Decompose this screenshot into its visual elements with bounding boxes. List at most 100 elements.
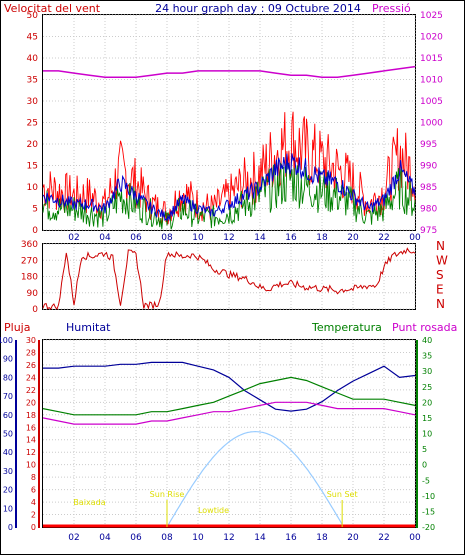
rain-y-tick: 18 bbox=[26, 411, 36, 420]
x-tick-label: 08 bbox=[161, 533, 173, 543]
wind-y-tick: 35 bbox=[27, 76, 38, 86]
rain-y-tick: 22 bbox=[26, 386, 36, 395]
x-tick-label: 10 bbox=[192, 533, 204, 543]
temperature-y-tick: -20 bbox=[422, 523, 435, 532]
rain-y-tick: 10 bbox=[26, 461, 36, 470]
temperature-y-tick: -5 bbox=[422, 476, 430, 485]
wind-y-tick: 30 bbox=[27, 97, 39, 107]
wind-y-tick: 15 bbox=[27, 162, 38, 172]
compass-label: N bbox=[436, 297, 445, 311]
pressure-y-tick: 1015 bbox=[420, 54, 443, 64]
wind-series-gust bbox=[42, 111, 416, 225]
wind-y-tick: 20 bbox=[27, 140, 39, 150]
humidity-y-tick: 0 bbox=[8, 523, 13, 532]
temperature-label: Temperatura bbox=[311, 321, 382, 334]
temperature-y-tick: 15 bbox=[422, 414, 432, 423]
annotations: Baixada Sun Rise Lowtide Sun Set bbox=[73, 490, 358, 527]
data-series bbox=[42, 65, 416, 528]
humidity-y-tick: 80 bbox=[3, 373, 13, 382]
pressure-y-tick: 1005 bbox=[420, 97, 443, 107]
rain-y-tick: 8 bbox=[31, 473, 36, 482]
x-tick-label: 02 bbox=[68, 533, 79, 543]
compass-label: E bbox=[436, 283, 444, 297]
rain-y-tick: 0 bbox=[31, 523, 36, 532]
x-tick-label: 14 bbox=[254, 233, 266, 243]
x-tick-label: 20 bbox=[347, 233, 359, 243]
pressure-y-tick: 1025 bbox=[420, 11, 443, 21]
temperature-y-tick: -15 bbox=[422, 507, 435, 516]
x-tick-label: 18 bbox=[316, 533, 328, 543]
compass-label: N bbox=[436, 239, 445, 253]
pressure-y-tick: 985 bbox=[420, 183, 437, 193]
temperature-y-tick: 30 bbox=[422, 367, 432, 376]
temperature-y-tick: 5 bbox=[422, 445, 427, 454]
rain-label: Pluja bbox=[4, 321, 30, 334]
rain-y-tick: 4 bbox=[31, 498, 36, 507]
rain-y-tick: 16 bbox=[26, 423, 36, 432]
wind-y-tick: 45 bbox=[27, 33, 38, 43]
temperature-y-tick: 10 bbox=[422, 430, 432, 439]
humidity-y-tick: 40 bbox=[3, 448, 13, 457]
rain-y-tick: 24 bbox=[26, 373, 36, 382]
direction-y-tick: 360 bbox=[21, 240, 38, 250]
rain-y-tick: 28 bbox=[26, 348, 36, 357]
x-tick-label: 02 bbox=[68, 233, 79, 243]
temperature-y-tick: 35 bbox=[422, 352, 432, 361]
x-tick-label: 04 bbox=[99, 233, 111, 243]
pressure-y-tick: 980 bbox=[420, 205, 437, 215]
x-tick-label: 12 bbox=[223, 233, 234, 243]
compass-label: W bbox=[436, 254, 448, 268]
temperature-y-tick: 40 bbox=[422, 336, 432, 345]
rain-y-tick: 2 bbox=[31, 511, 36, 520]
x-tick-label: 12 bbox=[223, 533, 234, 543]
pressure-y-tick: 1020 bbox=[420, 33, 443, 43]
temperature-y-tick: 25 bbox=[422, 383, 432, 392]
direction-y-tick: 0 bbox=[32, 305, 38, 315]
humidity-y-tick: 50 bbox=[3, 430, 13, 439]
rain-y-tick: 6 bbox=[31, 486, 36, 495]
humidity-y-tick: 60 bbox=[3, 411, 13, 420]
wind-y-tick: 5 bbox=[32, 205, 38, 215]
direction-y-tick: 270 bbox=[21, 256, 38, 266]
x-tick-label: 22 bbox=[378, 233, 389, 243]
x-tick-label: 18 bbox=[316, 233, 328, 243]
pressure-y-tick: 990 bbox=[420, 162, 437, 172]
direction-y-tick: 90 bbox=[27, 289, 39, 299]
humidity-y-tick: 20 bbox=[3, 486, 13, 495]
pressure-y-tick: 1000 bbox=[420, 119, 443, 129]
x-tick-label: 16 bbox=[285, 233, 297, 243]
rain-y-tick: 30 bbox=[26, 336, 36, 345]
dewpoint-label: Punt rosada bbox=[392, 321, 457, 334]
wind-y-tick: 50 bbox=[27, 11, 39, 21]
x-tick-label: 08 bbox=[161, 233, 173, 243]
rain-y-tick: 12 bbox=[26, 448, 36, 457]
pressure-title: Pressió bbox=[372, 2, 411, 15]
annotation-label: Baixada bbox=[73, 498, 105, 507]
grid-lines bbox=[43, 14, 416, 528]
wind-y-tick: 25 bbox=[27, 119, 38, 129]
graph-title: 24 hour graph day : 09 Octubre 2014 bbox=[155, 2, 361, 15]
pressure-y-tick: 975 bbox=[420, 226, 437, 236]
temperature-y-tick: -10 bbox=[422, 492, 435, 501]
x-tick-label: 22 bbox=[378, 533, 389, 543]
humidity-y-tick: 30 bbox=[3, 467, 13, 476]
rain-y-tick: 20 bbox=[26, 398, 36, 407]
pressure-y-tick: 995 bbox=[420, 140, 437, 150]
climate-series-solar bbox=[166, 430, 345, 528]
annotation-label: Lowtide bbox=[198, 506, 229, 515]
wind-y-tick: 10 bbox=[27, 183, 39, 193]
humidity-y-tick: 10 bbox=[3, 504, 13, 513]
wind-series-average bbox=[42, 153, 416, 222]
rain-y-tick: 26 bbox=[26, 361, 36, 370]
humidity-y-tick: 100 bbox=[0, 336, 13, 345]
annotation-label: Sun Set bbox=[327, 490, 358, 499]
x-tick-label: 10 bbox=[192, 233, 204, 243]
pressure-y-tick: 1010 bbox=[420, 76, 443, 86]
rain-y-tick: 14 bbox=[26, 436, 36, 445]
wind-title: Velocitat del vent bbox=[4, 2, 101, 15]
climate-series-temperatura bbox=[42, 376, 416, 416]
x-tick-label: 00 bbox=[409, 233, 421, 243]
direction-y-tick: 180 bbox=[21, 273, 38, 283]
